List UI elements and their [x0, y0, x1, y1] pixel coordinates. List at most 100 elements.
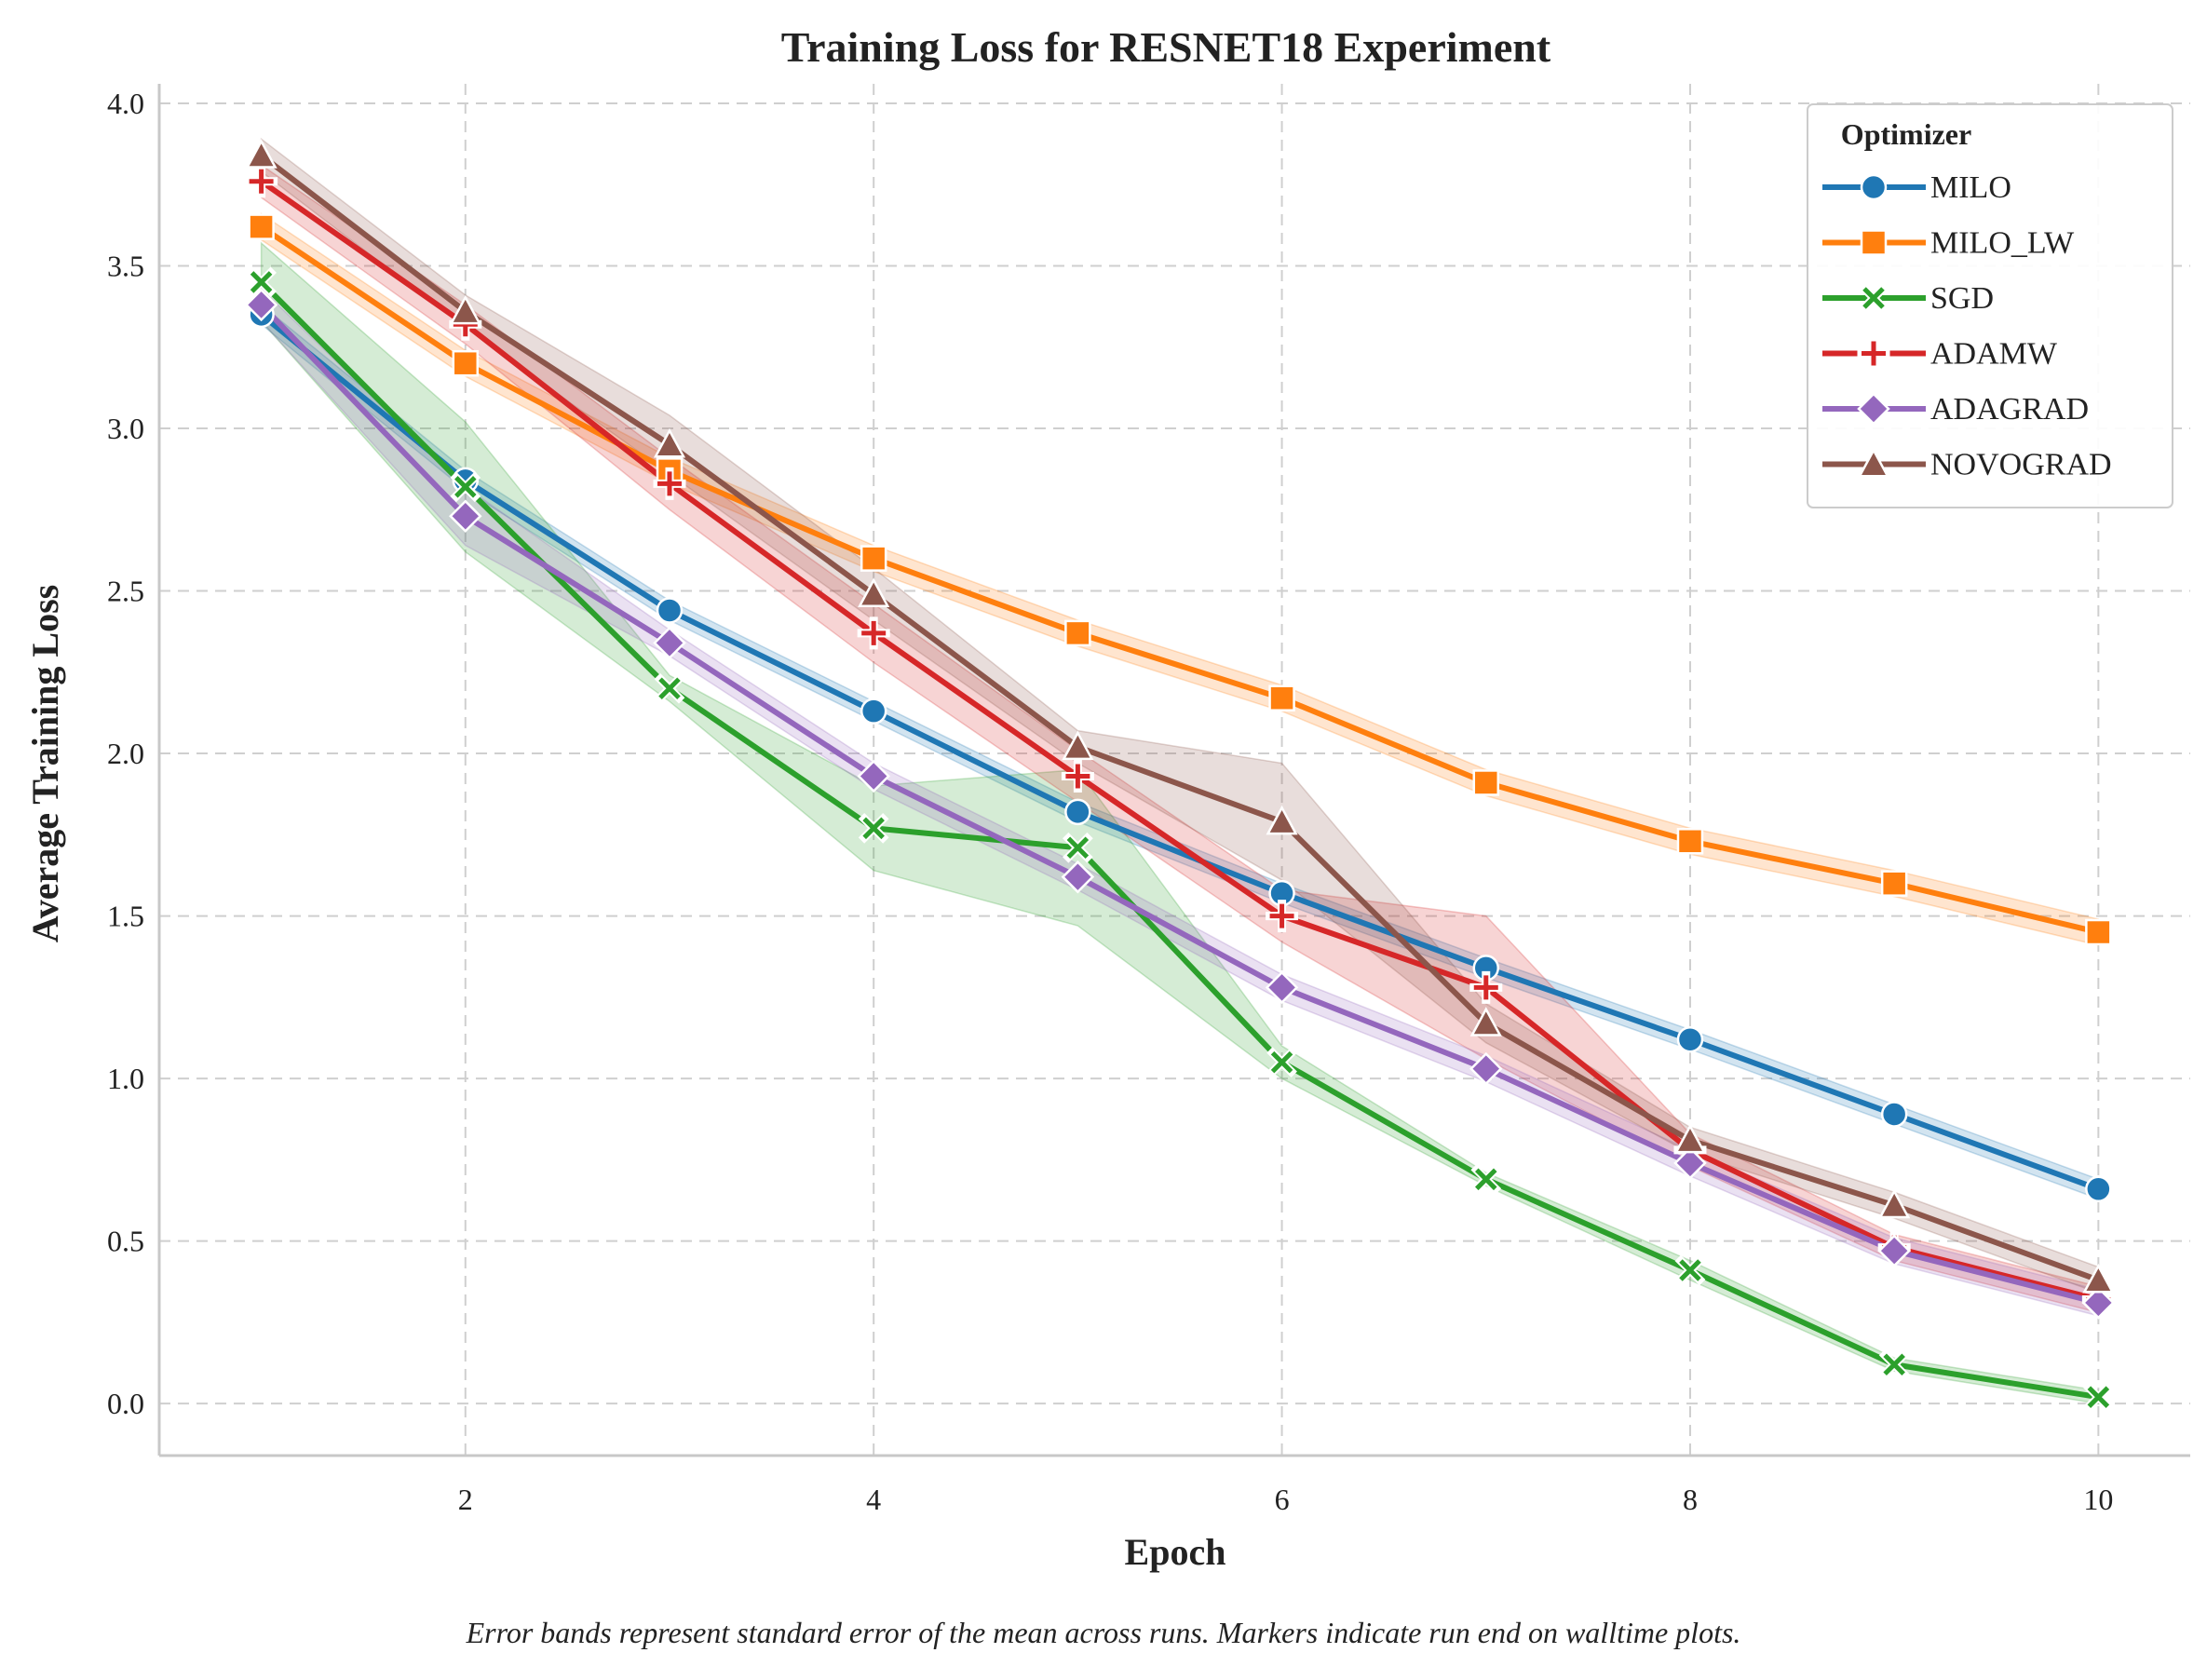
marker-shape	[1673, 1123, 1707, 1154]
data-point-novograd	[858, 577, 890, 608]
marker-shape	[245, 139, 278, 169]
marker-shape	[658, 677, 681, 700]
x-tick-label: 6	[1275, 1483, 1290, 1516]
data-point-adagrad	[449, 499, 482, 534]
data-point-milo-lw	[2085, 918, 2112, 946]
data-point-adagrad	[653, 626, 686, 660]
legend-swatch-marker	[1857, 337, 1890, 370]
marker-shape	[1064, 619, 1091, 647]
marker-shape	[452, 349, 480, 377]
marker-shape	[1469, 1051, 1503, 1086]
legend-label: NOVOGRAD	[1930, 448, 2112, 482]
legend-item-adamw: ADAMW	[1822, 337, 2058, 372]
series-line-milo-lw	[258, 224, 2102, 936]
data-point-milo-lw	[452, 349, 480, 377]
data-point-adagrad	[1265, 970, 1299, 1005]
y-tick-label: 3.0	[107, 412, 144, 445]
marker-shape	[1857, 392, 1890, 426]
data-point-adamw	[245, 165, 278, 198]
x-tick-label: 4	[866, 1483, 881, 1516]
data-point-novograd	[245, 139, 278, 169]
data-point-milo	[656, 597, 684, 624]
data-point-milo-lw	[1880, 870, 1908, 897]
data-point-novograd	[449, 294, 481, 325]
legend-item-adagrad: ADAGRAD	[1822, 392, 2089, 427]
data-point-adamw	[1469, 970, 1503, 1004]
legend-item-milo-lw: MILO_LW	[1822, 226, 2075, 261]
data-point-adagrad	[857, 759, 890, 793]
legend-item-novograd: NOVOGRAD	[1822, 448, 2112, 482]
data-point-adagrad	[1061, 860, 1095, 894]
marker-shape	[1266, 805, 1298, 835]
marker-shape	[862, 817, 885, 840]
marker-shape	[1265, 970, 1299, 1005]
marker-shape	[1269, 903, 1294, 928]
data-point-sgd	[246, 266, 277, 298]
marker-shape	[656, 597, 684, 624]
marker-shape	[1469, 1007, 1502, 1036]
legend-swatch-marker	[1857, 392, 1890, 426]
legend-item-milo: MILO	[1822, 170, 2011, 205]
marker-shape	[857, 759, 890, 793]
marker-shape	[449, 499, 482, 534]
marker-shape	[248, 213, 275, 240]
x-tick-label: 2	[458, 1483, 473, 1516]
y-axis-label: Average Training Loss	[24, 585, 66, 942]
y-tick-label: 1.5	[107, 900, 144, 933]
marker-shape	[2085, 1175, 2112, 1203]
data-point-adamw	[857, 616, 890, 650]
y-tick-label: 2.5	[107, 575, 144, 608]
data-point-milo-lw	[1064, 619, 1091, 647]
marker-shape	[860, 545, 887, 572]
data-point-sgd	[1878, 1348, 1910, 1380]
marker-shape	[1473, 975, 1498, 1000]
marker-shape	[1065, 764, 1090, 789]
data-point-milo	[2085, 1175, 2112, 1203]
data-point-milo	[860, 698, 887, 725]
data-point-adamw	[1061, 759, 1094, 793]
data-point-adagrad	[244, 288, 278, 322]
marker-shape	[1862, 287, 1885, 309]
marker-shape	[653, 626, 686, 660]
marker-shape	[1878, 1188, 1911, 1219]
marker-shape	[1673, 1146, 1707, 1180]
data-point-sgd	[1470, 1163, 1502, 1195]
legend-swatch-marker	[1860, 173, 1888, 201]
marker-shape	[860, 698, 887, 725]
series-markers	[244, 139, 2116, 1413]
data-point-milo-lw	[1676, 828, 1704, 855]
marker-shape	[2082, 1263, 2115, 1294]
marker-shape	[858, 577, 890, 608]
legend-label: ADAGRAD	[1930, 392, 2089, 427]
marker-shape	[1860, 173, 1888, 201]
marker-shape	[244, 288, 278, 322]
y-tick-label: 0.0	[107, 1387, 144, 1420]
marker-shape	[1475, 1168, 1497, 1191]
marker-shape	[2087, 1386, 2110, 1408]
legend-label: SGD	[1930, 281, 1994, 316]
data-point-milo-lw	[1472, 769, 1500, 796]
axes-layer: 0.0 0.5 1.0 1.5 2.0 2.5 3.0 3.5 4.0 2 4 6 8 10	[107, 84, 2190, 1516]
series-line-adamw	[258, 178, 2102, 1303]
series-line-adagrad	[258, 302, 2102, 1306]
legend: Optimizer MILO MILO_LW SGD ADAMW ADAGRAD NOVOG…	[1807, 103, 2173, 508]
marker-shape	[1880, 1101, 1908, 1128]
data-point-novograd	[1878, 1188, 1911, 1219]
chart-title: Training Loss for RESNET18 Experiment	[781, 23, 1551, 71]
data-point-novograd	[1266, 805, 1298, 835]
y-tick-label: 2.0	[107, 737, 144, 770]
legend-label: ADAMW	[1930, 337, 2058, 372]
marker-shape	[1064, 798, 1091, 826]
marker-shape	[1676, 828, 1704, 855]
y-tick-label: 4.0	[107, 87, 144, 120]
marker-shape	[1066, 836, 1090, 860]
legend-label: MILO_LW	[1930, 226, 2075, 261]
legend-item-sgd: SGD	[1822, 281, 1994, 316]
marker-shape	[1061, 860, 1095, 894]
data-point-sgd	[450, 471, 481, 503]
marker-shape	[1880, 870, 1908, 897]
data-point-milo-lw	[1268, 684, 1295, 711]
legend-title: Optimizer	[1841, 117, 1971, 151]
data-point-sgd	[1063, 832, 1093, 863]
